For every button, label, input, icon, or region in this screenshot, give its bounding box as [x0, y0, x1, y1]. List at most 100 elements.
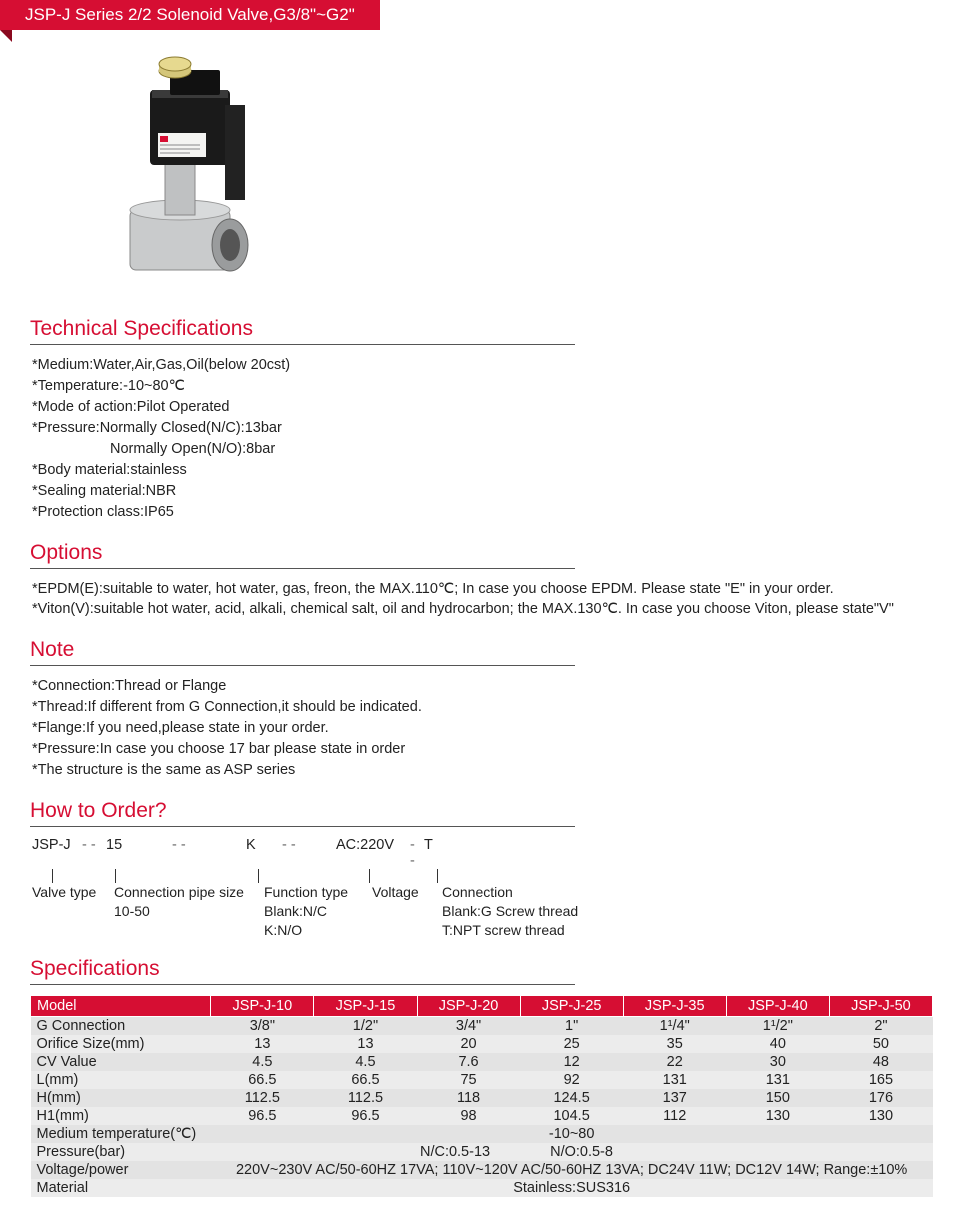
cell: 20 [417, 1035, 520, 1053]
table-row: Voltage/power220V~230V AC/50-60HZ 17VA; … [31, 1161, 933, 1179]
spec-line: Normally Open(N/O):8bar [32, 439, 933, 460]
cell: 13 [211, 1035, 314, 1053]
cell: 4.5 [211, 1053, 314, 1071]
order-part: K [246, 837, 276, 853]
cell: 30 [726, 1053, 829, 1071]
cell: 96.5 [314, 1107, 417, 1125]
spec-line: *Body material:stainless [32, 460, 933, 481]
table-row: CV Value4.54.57.612223048 [31, 1053, 933, 1071]
order-part: T [424, 837, 454, 853]
table-header-model: JSP-J-25 [520, 996, 623, 1017]
row-label: G Connection [31, 1017, 211, 1036]
order-label: Blank:G Screw thread [442, 903, 578, 919]
note-line: *Connection:Thread or Flange [32, 676, 933, 697]
row-label: H1(mm) [31, 1107, 211, 1125]
cell: 131 [623, 1071, 726, 1089]
options-text: *EPDM(E):suitable to water, hot water, g… [32, 579, 933, 620]
order-dash: - - [276, 837, 336, 853]
cell: 3/4" [417, 1017, 520, 1036]
section-title-note: Note [30, 638, 575, 666]
title-banner: JSP-J Series 2/2 Solenoid Valve,G3/8"~G2… [0, 0, 963, 30]
cell: 118 [417, 1089, 520, 1107]
spec-line: *Pressure:Normally Closed(N/C):13bar [32, 418, 933, 439]
row-label: Orifice Size(mm) [31, 1035, 211, 1053]
cell: 66.5 [211, 1071, 314, 1089]
order-label: Valve type [32, 884, 96, 900]
order-label: Connection [442, 884, 513, 900]
cell: 50 [829, 1035, 932, 1053]
cell: N/O:0.5-8 [520, 1143, 932, 1161]
table-header-model: JSP-J-15 [314, 996, 417, 1017]
cell: 124.5 [520, 1089, 623, 1107]
row-label: H(mm) [31, 1089, 211, 1107]
cell: 40 [726, 1035, 829, 1053]
cell: 112.5 [211, 1089, 314, 1107]
cell: 25 [520, 1035, 623, 1053]
spec-line: *Mode of action:Pilot Operated [32, 397, 933, 418]
table-header-label: Model [31, 996, 211, 1017]
spec-line: *Temperature:-10~80℃ [32, 376, 933, 397]
order-label: K:N/O [264, 922, 302, 938]
cell: 131 [726, 1071, 829, 1089]
note-line: *The structure is the same as ASP series [32, 760, 933, 781]
spec-table: ModelJSP-J-10JSP-J-15JSP-J-20JSP-J-25JSP… [30, 995, 933, 1197]
table-header-model: JSP-J-50 [829, 996, 932, 1017]
cell: 98 [417, 1107, 520, 1125]
order-label: 10-50 [114, 903, 150, 919]
order-part: AC:220V [336, 837, 404, 853]
techspec-list: *Medium:Water,Air,Gas,Oil(below 20cst) *… [32, 355, 933, 523]
table-row: Orifice Size(mm)13132025354050 [31, 1035, 933, 1053]
order-label: Voltage [372, 884, 419, 900]
cell: 75 [417, 1071, 520, 1089]
order-diagram: JSP-J - - 15 - - K - - AC:220V - - T Val… [32, 837, 933, 940]
cell: 220V~230V AC/50-60HZ 17VA; 110V~120V AC/… [211, 1161, 933, 1179]
cell: 130 [829, 1107, 932, 1125]
table-row: Medium temperature(℃)-10~80 [31, 1125, 933, 1143]
cell: 3/8" [211, 1017, 314, 1036]
cell: 2" [829, 1017, 932, 1036]
table-row: G Connection3/8"1/2"3/4"1"1¹/4"1¹/2"2" [31, 1017, 933, 1036]
order-dash: - - [166, 837, 246, 853]
table-row: MaterialStainless:SUS316 [31, 1179, 933, 1197]
spec-line: *Protection class:IP65 [32, 502, 933, 523]
note-line: *Flange:If you need,please state in your… [32, 718, 933, 739]
product-image [80, 45, 963, 299]
cell: -10~80 [211, 1125, 933, 1143]
table-row: L(mm)66.566.57592131131165 [31, 1071, 933, 1089]
cell: 112 [623, 1107, 726, 1125]
order-label: Blank:N/C [264, 903, 327, 919]
section-title-techspec: Technical Specifications [30, 317, 575, 345]
cell: 4.5 [314, 1053, 417, 1071]
table-row: H1(mm)96.596.598104.5112130130 [31, 1107, 933, 1125]
row-label: Pressure(bar) [31, 1143, 211, 1161]
cell: 92 [520, 1071, 623, 1089]
cell: 1/2" [314, 1017, 417, 1036]
cell: N/C:0.5-13 [211, 1143, 520, 1161]
spec-line: *Medium:Water,Air,Gas,Oil(below 20cst) [32, 355, 933, 376]
cell: 104.5 [520, 1107, 623, 1125]
cell: 150 [726, 1089, 829, 1107]
row-label: Voltage/power [31, 1161, 211, 1179]
order-part: 15 [106, 837, 166, 853]
note-list: *Connection:Thread or Flange *Thread:If … [32, 676, 933, 781]
cell: 96.5 [211, 1107, 314, 1125]
cell: 1¹/4" [623, 1017, 726, 1036]
row-label: Material [31, 1179, 211, 1197]
order-label: T:NPT screw thread [442, 922, 565, 938]
row-label: CV Value [31, 1053, 211, 1071]
cell: 22 [623, 1053, 726, 1071]
cell: 35 [623, 1035, 726, 1053]
cell: 137 [623, 1089, 726, 1107]
order-label: Function type [264, 884, 348, 900]
cell: 7.6 [417, 1053, 520, 1071]
cell: 1¹/2" [726, 1017, 829, 1036]
row-label: Medium temperature(℃) [31, 1125, 211, 1143]
spec-line: *Sealing material:NBR [32, 481, 933, 502]
note-line: *Thread:If different from G Connection,i… [32, 697, 933, 718]
order-part: JSP-J [32, 837, 76, 853]
section-title-spec: Specifications [30, 957, 575, 985]
order-dash: - - [404, 837, 424, 869]
section-title-howto: How to Order? [30, 799, 575, 827]
cell: 130 [726, 1107, 829, 1125]
banner-text: JSP-J Series 2/2 Solenoid Valve,G3/8"~G2… [0, 0, 380, 30]
